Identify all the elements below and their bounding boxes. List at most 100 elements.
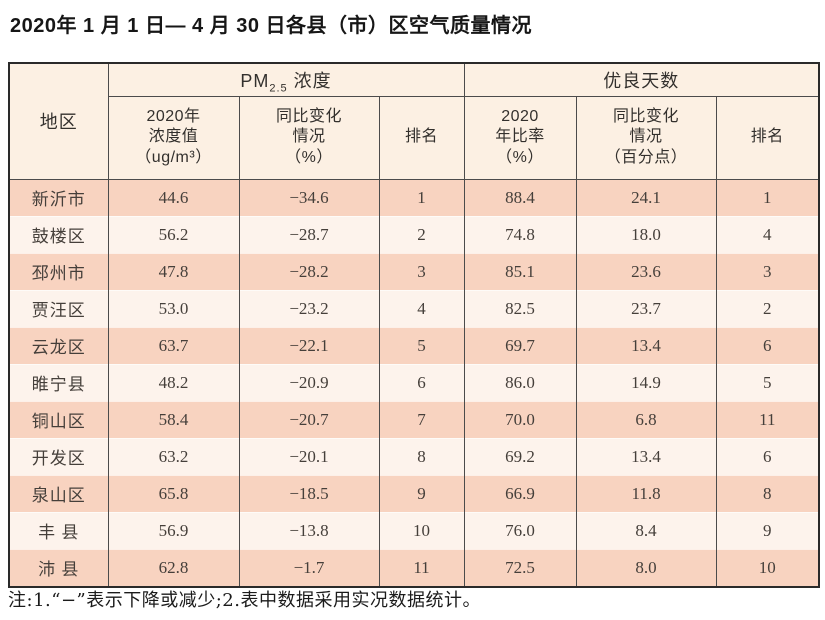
value-cell: 13.4: [575, 437, 717, 475]
col-header-gooddays-change: 同比变化 情况 （百分点）: [575, 95, 717, 180]
region-cell: 云龙区: [8, 326, 109, 364]
value-cell: −1.7: [238, 548, 380, 587]
value-cell: 23.7: [575, 289, 717, 327]
region-cell: 丰 县: [8, 511, 109, 549]
value-cell: 44.6: [107, 179, 240, 216]
value-cell: 18.0: [575, 215, 717, 253]
value-cell: 53.0: [107, 289, 240, 327]
region-cell: 沛 县: [8, 548, 109, 587]
table-row: 贾汪区 53.0 −23.2 4 82.5 23.7 2: [8, 289, 820, 327]
value-cell: 85.1: [463, 252, 577, 290]
value-cell: 5: [715, 363, 820, 401]
table-body: 新沂市 44.6 −34.6 1 88.4 24.1 1 鼓楼区 56.2 −28.7 2 74.8 1…: [8, 179, 820, 587]
value-cell: 2: [378, 215, 465, 253]
value-cell: 82.5: [463, 289, 577, 327]
region-cell: 鼓楼区: [8, 215, 109, 253]
region-cell: 开发区: [8, 437, 109, 475]
value-cell: 13.4: [575, 326, 717, 364]
pm25-label-prefix: PM: [240, 70, 270, 91]
value-cell: 23.6: [575, 252, 717, 290]
value-cell: −20.9: [238, 363, 380, 401]
sub-header-row: 2020年 浓度值 （ug/m³） 同比变化 情况 （%） 排名 2020 年比…: [9, 95, 820, 180]
pm25-label-subscript: 2.5: [269, 82, 288, 95]
value-cell: −18.5: [238, 474, 380, 512]
value-cell: −28.2: [238, 252, 380, 290]
air-quality-table: 地区 PM2.5 浓度 优良天数 2020年 浓度值 （ug/m³） 同比变化 …: [8, 62, 821, 588]
value-cell: 74.8: [463, 215, 577, 253]
table-row: 睢宁县 48.2 −20.9 6 86.0 14.9 5: [8, 363, 820, 401]
col-header-gooddays-ratio: 2020 年比率 （%）: [463, 95, 577, 180]
table-row: 泉山区 65.8 −18.5 9 66.9 11.8 8: [8, 474, 820, 512]
value-cell: 48.2: [107, 363, 240, 401]
value-cell: 4: [715, 215, 820, 253]
value-cell: 9: [378, 474, 465, 512]
value-cell: 66.9: [463, 474, 577, 512]
region-cell: 睢宁县: [8, 363, 109, 401]
value-cell: 47.8: [107, 252, 240, 290]
page-title: 2020年 1 月 1 日— 4 月 30 日各县（市）区空气质量情况: [10, 15, 533, 37]
value-cell: 8.0: [575, 548, 717, 587]
table-row: 铜山区 58.4 −20.7 7 70.0 6.8 11: [8, 400, 820, 438]
value-cell: 3: [715, 252, 820, 290]
value-cell: 1: [378, 179, 465, 216]
region-cell: 铜山区: [8, 400, 109, 438]
table-row: 云龙区 63.7 −22.1 5 69.7 13.4 6: [8, 326, 820, 364]
value-cell: 6: [715, 437, 820, 475]
value-cell: 76.0: [463, 511, 577, 549]
value-cell: −23.2: [238, 289, 380, 327]
value-cell: 11: [378, 548, 465, 587]
value-cell: 2: [715, 289, 820, 327]
region-cell: 贾汪区: [8, 289, 109, 327]
table-row: 丰 县 56.9 −13.8 10 76.0 8.4 9: [8, 511, 820, 549]
value-cell: 6: [715, 326, 820, 364]
value-cell: 8.4: [575, 511, 717, 549]
value-cell: 63.2: [107, 437, 240, 475]
col-group-pm25: PM2.5 浓度: [107, 62, 465, 97]
value-cell: 5: [378, 326, 465, 364]
value-cell: 4: [378, 289, 465, 327]
col-header-pm25-value: 2020年 浓度值 （ug/m³）: [107, 95, 240, 180]
value-cell: 69.2: [463, 437, 577, 475]
table-row: 邳州市 47.8 −28.2 3 85.1 23.6 3: [8, 252, 820, 290]
table-row: 开发区 63.2 −20.1 8 69.2 13.4 6: [8, 437, 820, 475]
value-cell: 88.4: [463, 179, 577, 216]
value-cell: 1: [715, 179, 820, 216]
value-cell: 6: [378, 363, 465, 401]
value-cell: −20.1: [238, 437, 380, 475]
value-cell: 70.0: [463, 400, 577, 438]
col-header-gooddays-rank: 排名: [715, 95, 820, 180]
region-cell: 邳州市: [8, 252, 109, 290]
value-cell: 8: [715, 474, 820, 512]
value-cell: 58.4: [107, 400, 240, 438]
value-cell: 10: [378, 511, 465, 549]
value-cell: −28.7: [238, 215, 380, 253]
value-cell: 56.2: [107, 215, 240, 253]
pm25-label-suffix: 浓度: [287, 70, 332, 91]
footnote: 注:1.“−”表示下降或减少;2.表中数据采用实况数据统计。: [8, 590, 481, 611]
value-cell: 9: [715, 511, 820, 549]
value-cell: 14.9: [575, 363, 717, 401]
value-cell: −20.7: [238, 400, 380, 438]
table-row: 沛 县 62.8 −1.7 11 72.5 8.0 10: [8, 548, 820, 587]
value-cell: 6.8: [575, 400, 717, 438]
value-cell: −34.6: [238, 179, 380, 216]
col-header-region: 地区: [8, 62, 109, 180]
value-cell: 7: [378, 400, 465, 438]
value-cell: 10: [715, 548, 820, 587]
value-cell: 65.8: [107, 474, 240, 512]
col-header-pm25-rank: 排名: [378, 95, 465, 180]
value-cell: 24.1: [575, 179, 717, 216]
value-cell: 8: [378, 437, 465, 475]
region-cell: 泉山区: [8, 474, 109, 512]
value-cell: −22.1: [238, 326, 380, 364]
value-cell: 62.8: [107, 548, 240, 587]
value-cell: 3: [378, 252, 465, 290]
value-cell: 11.8: [575, 474, 717, 512]
value-cell: −13.8: [238, 511, 380, 549]
value-cell: 56.9: [107, 511, 240, 549]
value-cell: 11: [715, 400, 820, 438]
table-row: 新沂市 44.6 −34.6 1 88.4 24.1 1: [8, 179, 820, 216]
col-group-good-days: 优良天数: [463, 62, 820, 97]
value-cell: 86.0: [463, 363, 577, 401]
